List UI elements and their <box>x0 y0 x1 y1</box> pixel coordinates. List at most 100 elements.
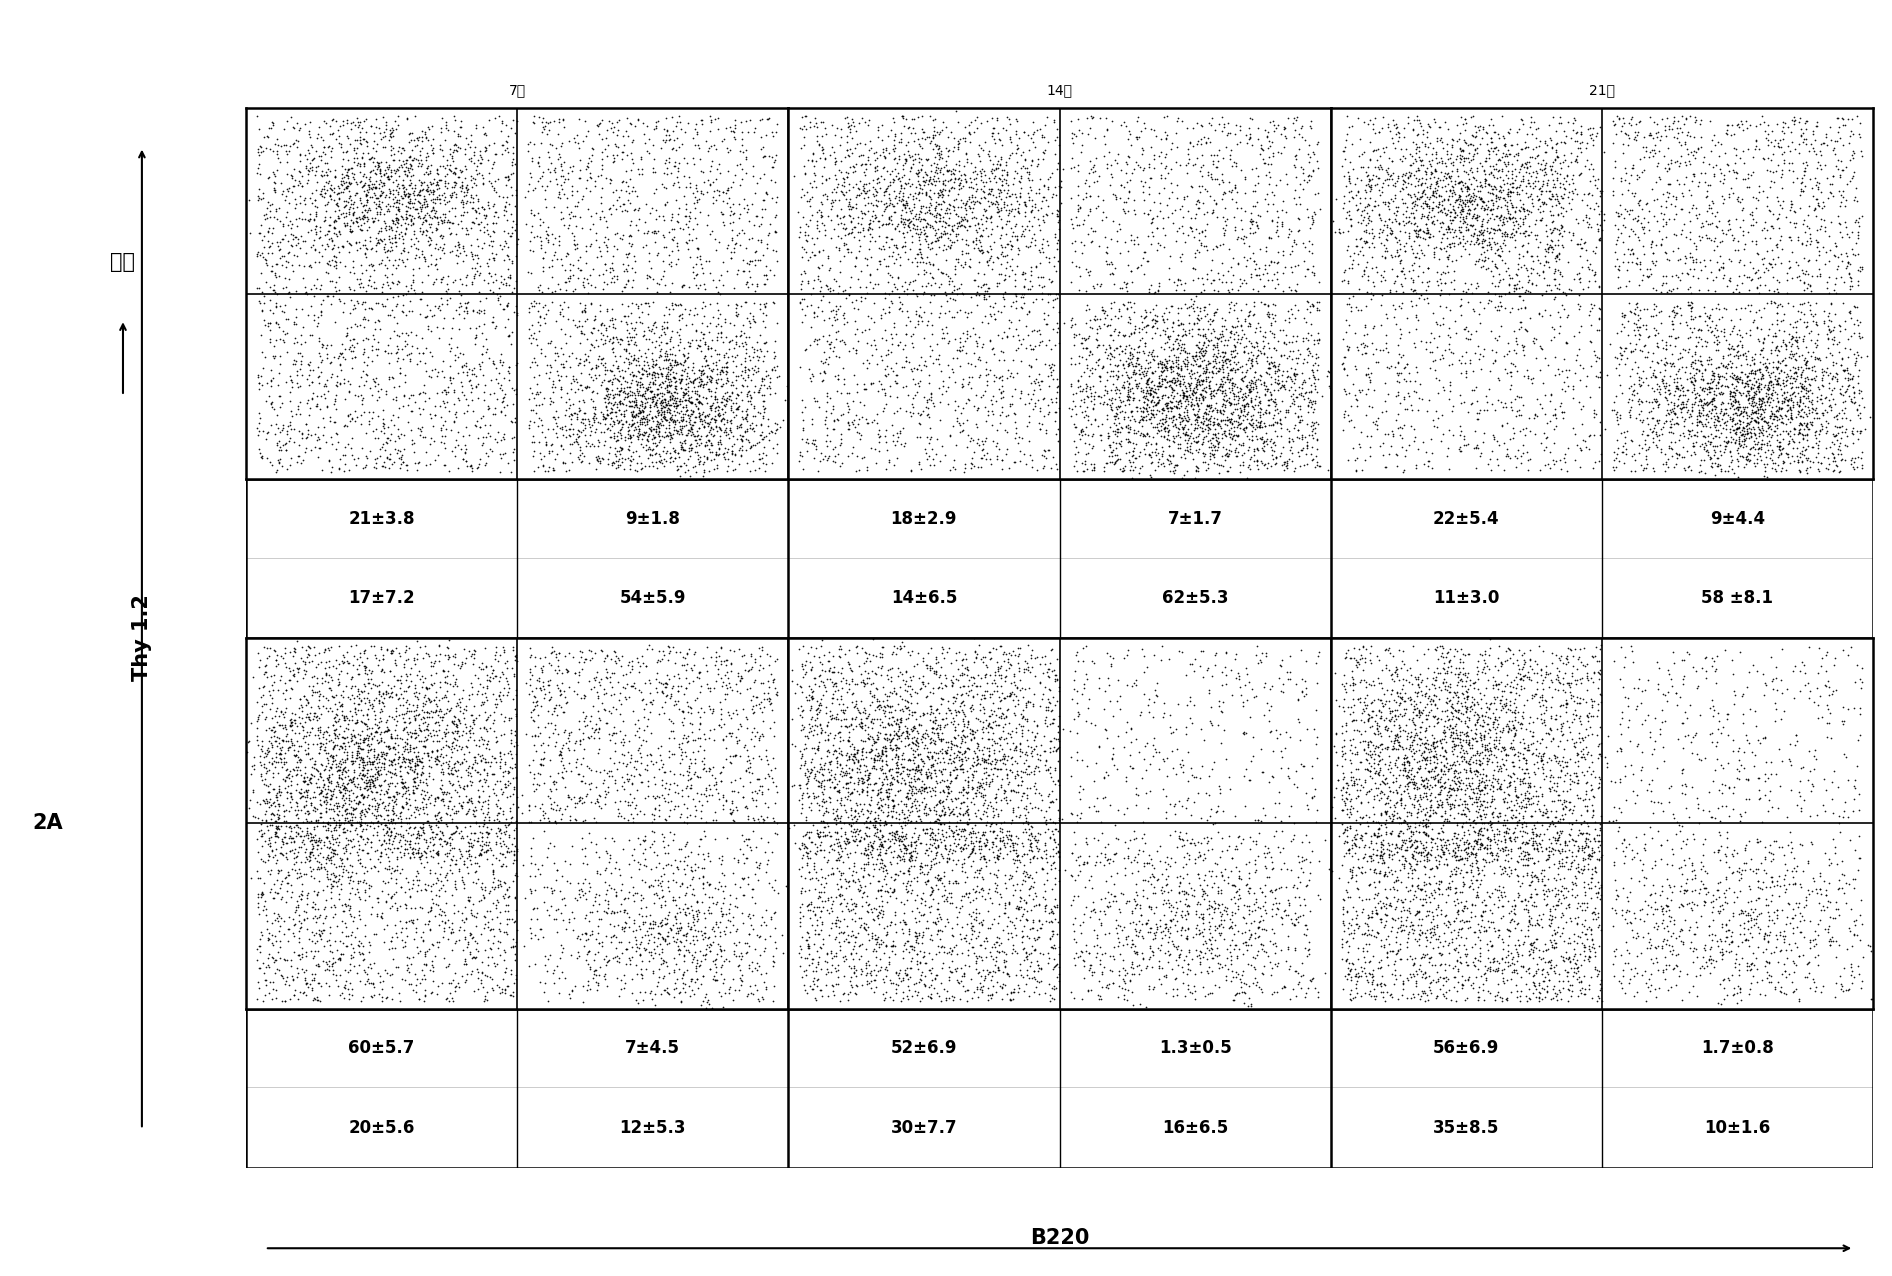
Point <box>704 369 734 389</box>
Point <box>1128 914 1158 934</box>
Point <box>1555 933 1585 953</box>
Point <box>622 208 653 228</box>
Point <box>1279 154 1309 175</box>
Point <box>655 304 685 324</box>
Point <box>1663 131 1693 152</box>
Point <box>307 166 337 186</box>
Point <box>721 416 751 436</box>
Point <box>395 658 426 679</box>
Point <box>1534 664 1565 684</box>
Point <box>1423 130 1453 151</box>
Point <box>361 782 392 803</box>
Point <box>834 772 865 792</box>
Point <box>1099 886 1130 906</box>
Point <box>891 965 921 985</box>
Point <box>1425 117 1455 138</box>
Point <box>386 847 416 868</box>
Point <box>1097 254 1128 274</box>
Point <box>920 219 950 240</box>
Point <box>354 177 384 198</box>
Point <box>736 461 766 481</box>
Point <box>795 637 825 657</box>
Point <box>1357 925 1387 946</box>
Point <box>1733 362 1763 383</box>
Point <box>482 651 513 671</box>
Point <box>1580 909 1610 929</box>
Point <box>878 935 908 956</box>
Point <box>931 776 961 796</box>
Point <box>1472 134 1502 154</box>
Point <box>443 818 473 838</box>
Point <box>683 434 713 454</box>
Point <box>702 158 732 179</box>
Point <box>488 921 518 942</box>
Point <box>1523 692 1553 712</box>
Point <box>350 200 380 221</box>
Point <box>787 655 817 675</box>
Point <box>1481 727 1512 748</box>
Point <box>957 721 988 741</box>
Point <box>653 396 683 416</box>
Point <box>1495 276 1525 296</box>
Point <box>605 228 636 249</box>
Point <box>1691 188 1722 208</box>
Point <box>562 316 592 337</box>
Point <box>494 170 524 190</box>
Point <box>1510 822 1540 842</box>
Point <box>344 806 375 827</box>
Point <box>645 376 675 397</box>
Point <box>1561 958 1591 979</box>
Point <box>378 180 409 200</box>
Point <box>1686 137 1716 157</box>
Point <box>560 888 590 909</box>
Point <box>1137 855 1167 875</box>
Point <box>1551 887 1582 907</box>
Point <box>325 736 356 757</box>
Point <box>1767 190 1797 211</box>
Point <box>870 983 901 1003</box>
Point <box>1190 986 1220 1007</box>
Point <box>1684 204 1714 225</box>
Point <box>734 874 764 894</box>
Point <box>870 458 901 478</box>
Point <box>1720 949 1750 970</box>
Point <box>1374 384 1404 404</box>
Point <box>897 702 927 722</box>
Point <box>991 162 1022 182</box>
Point <box>1423 407 1453 427</box>
Point <box>912 840 942 860</box>
Point <box>916 963 946 984</box>
Point <box>1220 430 1251 450</box>
Point <box>823 974 853 994</box>
Point <box>1459 809 1489 829</box>
Point <box>426 809 456 829</box>
Point <box>1133 896 1164 916</box>
Point <box>1618 209 1648 230</box>
Point <box>346 177 377 198</box>
Point <box>1061 805 1092 826</box>
Point <box>1391 148 1421 168</box>
Point <box>711 327 742 347</box>
Point <box>1152 421 1182 441</box>
Point <box>1500 177 1531 198</box>
Point <box>1635 325 1665 346</box>
Point <box>1393 353 1423 374</box>
Point <box>596 310 626 330</box>
Point <box>1794 637 1824 657</box>
Point <box>710 420 740 440</box>
Point <box>551 365 581 385</box>
Point <box>307 667 337 688</box>
Point <box>471 689 501 709</box>
Point <box>363 680 394 701</box>
Point <box>759 903 789 924</box>
Point <box>1150 411 1181 431</box>
Point <box>967 274 997 295</box>
Point <box>392 166 422 186</box>
Point <box>1375 222 1406 242</box>
Point <box>683 766 713 786</box>
Point <box>575 219 605 240</box>
Point <box>1646 720 1676 740</box>
Point <box>1243 928 1273 948</box>
Point <box>1534 916 1565 937</box>
Point <box>1196 443 1226 463</box>
